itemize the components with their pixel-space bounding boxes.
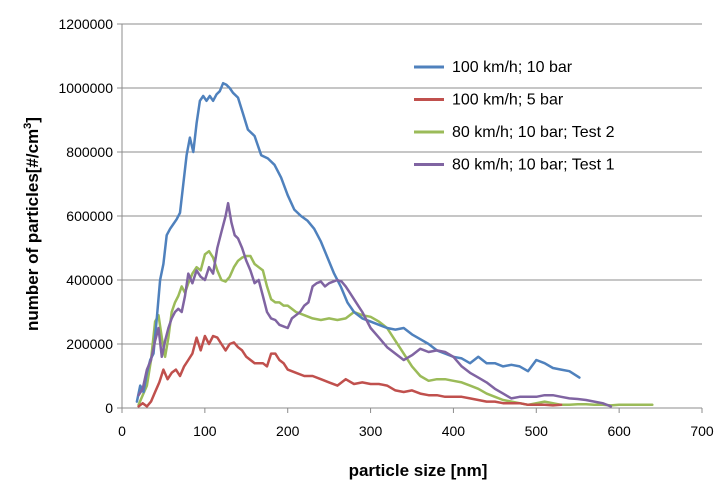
series-line-1 bbox=[135, 81, 581, 403]
y-tick-label: 1200000 bbox=[58, 16, 113, 32]
legend-label: 80 km/h; 10 bar; Test 1 bbox=[452, 157, 615, 174]
x-tick-label: 300 bbox=[359, 423, 383, 439]
y-tick-labels: 0 200000 400000 600000 800000 1000000 1200000 bbox=[58, 16, 113, 416]
y-tick-label: 600000 bbox=[66, 208, 113, 224]
x-tick-label: 600 bbox=[607, 423, 631, 439]
x-tick-label: 500 bbox=[525, 423, 549, 439]
y-gridlines bbox=[122, 23, 702, 345]
y-tick-label: 800000 bbox=[66, 144, 113, 160]
y-tick-label: 200000 bbox=[66, 336, 113, 352]
y-tick-label: 0 bbox=[105, 400, 113, 416]
legend-label: 80 km/h; 10 bar; Test 2 bbox=[452, 124, 615, 141]
x-tick-label: 400 bbox=[442, 423, 466, 439]
x-tick-label: 0 bbox=[118, 423, 126, 439]
series-line-2 bbox=[137, 334, 563, 408]
x-tick-label: 200 bbox=[276, 423, 300, 439]
series-lines bbox=[135, 81, 654, 408]
x-tick-label: 100 bbox=[193, 423, 217, 439]
series-line-3 bbox=[137, 249, 654, 407]
series-line-4 bbox=[137, 201, 613, 408]
x-axis-title: particle size [nm] bbox=[349, 461, 488, 480]
x-tick-labels: 0 100 200 300 400 500 600 700 bbox=[118, 423, 714, 439]
y-axis-title: number of particles[#/cm3] bbox=[22, 117, 42, 331]
y-tick-label: 1000000 bbox=[58, 80, 113, 96]
x-tick-label: 700 bbox=[690, 423, 714, 439]
legend: 100 km/h; 10 bar 100 km/h; 5 bar 80 km/h; … bbox=[414, 59, 615, 174]
legend-label: 100 km/h; 10 bar bbox=[452, 59, 573, 76]
y-tick-label: 400000 bbox=[66, 272, 113, 288]
axes bbox=[117, 23, 703, 413]
legend-label: 100 km/h; 5 bar bbox=[452, 92, 564, 109]
